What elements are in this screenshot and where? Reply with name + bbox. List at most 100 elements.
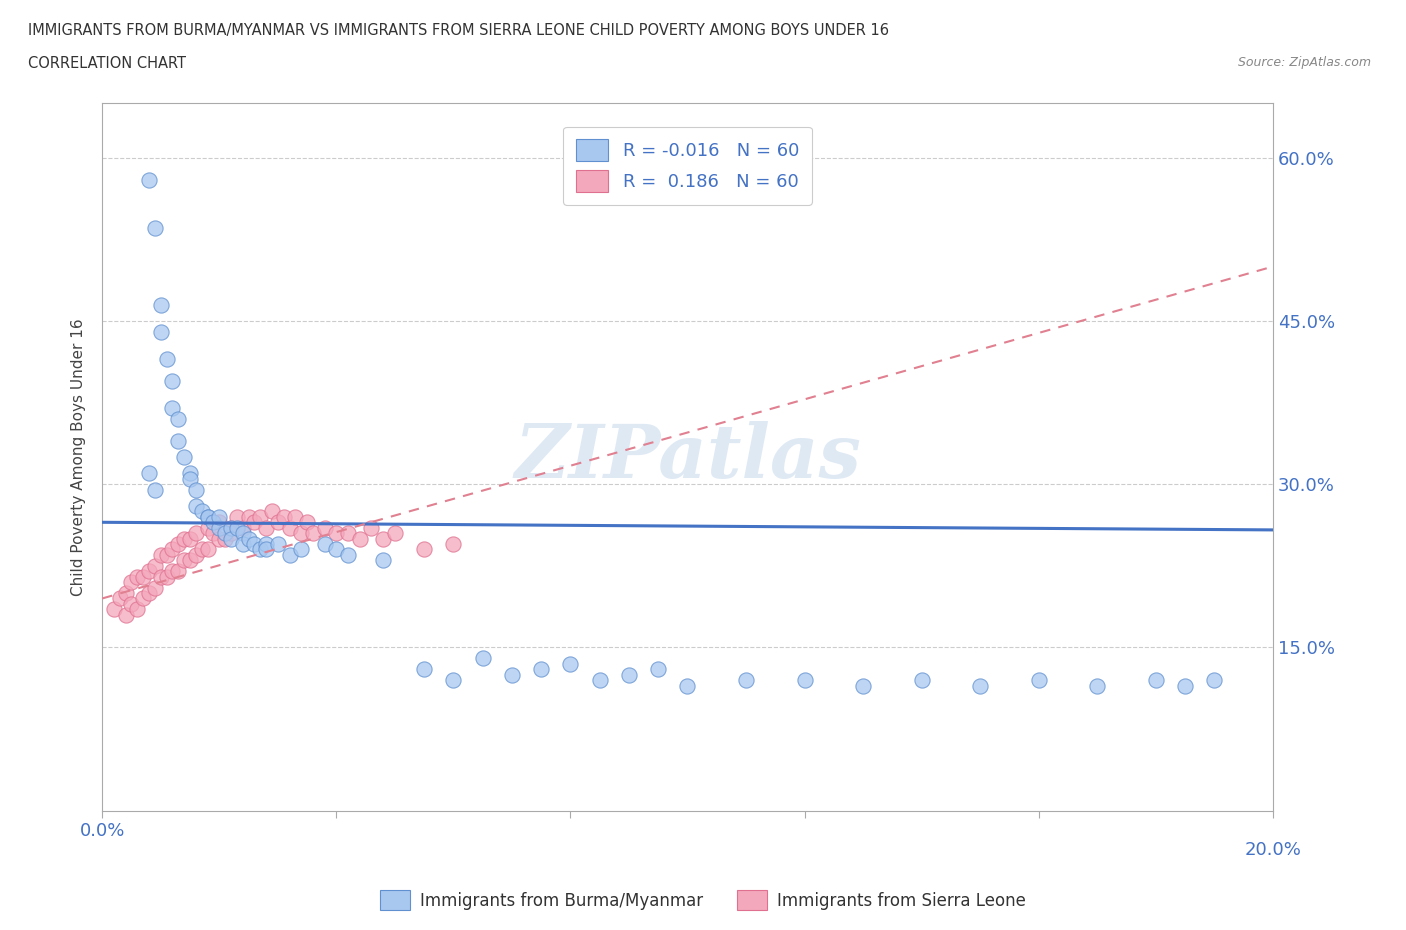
Point xyxy=(441,672,464,687)
Point xyxy=(190,542,212,557)
Point xyxy=(190,504,212,519)
Point xyxy=(219,525,242,540)
Point xyxy=(155,352,177,366)
Point xyxy=(225,520,247,535)
Point xyxy=(337,548,360,563)
Point xyxy=(108,591,131,606)
Point xyxy=(184,548,207,563)
Point xyxy=(290,542,312,557)
Point xyxy=(219,520,242,535)
Point xyxy=(132,591,155,606)
Point xyxy=(314,520,336,535)
Point xyxy=(138,172,160,187)
Point xyxy=(676,678,699,693)
Point xyxy=(232,525,254,540)
Y-axis label: Child Poverty Among Boys Under 16: Child Poverty Among Boys Under 16 xyxy=(72,318,86,596)
Point xyxy=(249,542,271,557)
Point xyxy=(167,411,190,426)
Point xyxy=(121,596,143,611)
Point xyxy=(337,525,360,540)
Text: IMMIGRANTS FROM BURMA/MYANMAR VS IMMIGRANTS FROM SIERRA LEONE CHILD POVERTY AMON: IMMIGRANTS FROM BURMA/MYANMAR VS IMMIGRA… xyxy=(28,23,889,38)
Point xyxy=(647,662,669,677)
Point xyxy=(384,525,406,540)
Point xyxy=(214,531,236,546)
Point xyxy=(232,537,254,551)
Point xyxy=(149,325,172,339)
Point xyxy=(260,504,283,519)
Point xyxy=(155,548,177,563)
Point xyxy=(127,569,149,584)
Point xyxy=(162,564,184,578)
Point xyxy=(197,510,219,525)
Point xyxy=(132,569,155,584)
Point xyxy=(202,525,225,540)
Point xyxy=(295,515,318,530)
Point xyxy=(138,586,160,601)
Point xyxy=(793,672,815,687)
Point xyxy=(314,537,336,551)
Point xyxy=(114,586,136,601)
Point xyxy=(360,520,382,535)
Point xyxy=(501,667,523,682)
Point xyxy=(121,575,143,590)
Point xyxy=(149,569,172,584)
Point xyxy=(232,520,254,535)
Text: 20.0%: 20.0% xyxy=(1244,842,1301,859)
Point xyxy=(138,564,160,578)
Point xyxy=(349,531,371,546)
Point xyxy=(273,510,295,525)
Point xyxy=(471,651,494,666)
Point xyxy=(735,672,758,687)
Legend: Immigrants from Burma/Myanmar, Immigrants from Sierra Leone: Immigrants from Burma/Myanmar, Immigrant… xyxy=(374,884,1032,917)
Point xyxy=(143,580,166,595)
Point xyxy=(167,433,190,448)
Point xyxy=(413,542,436,557)
Point xyxy=(267,515,290,530)
Point xyxy=(852,678,875,693)
Text: Source: ZipAtlas.com: Source: ZipAtlas.com xyxy=(1237,56,1371,69)
Point xyxy=(197,510,219,525)
Point xyxy=(560,657,582,671)
Text: CORRELATION CHART: CORRELATION CHART xyxy=(28,56,186,71)
Point xyxy=(290,525,312,540)
Point xyxy=(1085,678,1108,693)
Point xyxy=(969,678,991,693)
Text: ZIPatlas: ZIPatlas xyxy=(515,420,860,493)
Point xyxy=(149,548,172,563)
Point xyxy=(114,607,136,622)
Point xyxy=(1204,672,1226,687)
Point xyxy=(214,525,236,540)
Point xyxy=(149,298,172,312)
Point xyxy=(173,531,195,546)
Point xyxy=(373,553,395,568)
Point xyxy=(238,531,260,546)
Point xyxy=(267,537,290,551)
Point xyxy=(325,542,347,557)
Point xyxy=(243,515,266,530)
Point xyxy=(1174,678,1197,693)
Point xyxy=(1144,672,1167,687)
Point xyxy=(589,672,612,687)
Point xyxy=(173,449,195,464)
Point xyxy=(225,510,247,525)
Point xyxy=(208,520,231,535)
Point xyxy=(179,472,201,486)
Point xyxy=(162,401,184,416)
Point xyxy=(103,602,125,617)
Point xyxy=(155,569,177,584)
Point xyxy=(127,602,149,617)
Point xyxy=(530,662,553,677)
Point xyxy=(208,531,231,546)
Point xyxy=(184,498,207,513)
Point xyxy=(167,537,190,551)
Point xyxy=(413,662,436,677)
Point xyxy=(208,510,231,525)
Point xyxy=(617,667,640,682)
Point xyxy=(254,520,277,535)
Point xyxy=(910,672,932,687)
Point xyxy=(243,537,266,551)
Point xyxy=(254,542,277,557)
Point xyxy=(179,553,201,568)
Point xyxy=(143,558,166,573)
Point xyxy=(441,537,464,551)
